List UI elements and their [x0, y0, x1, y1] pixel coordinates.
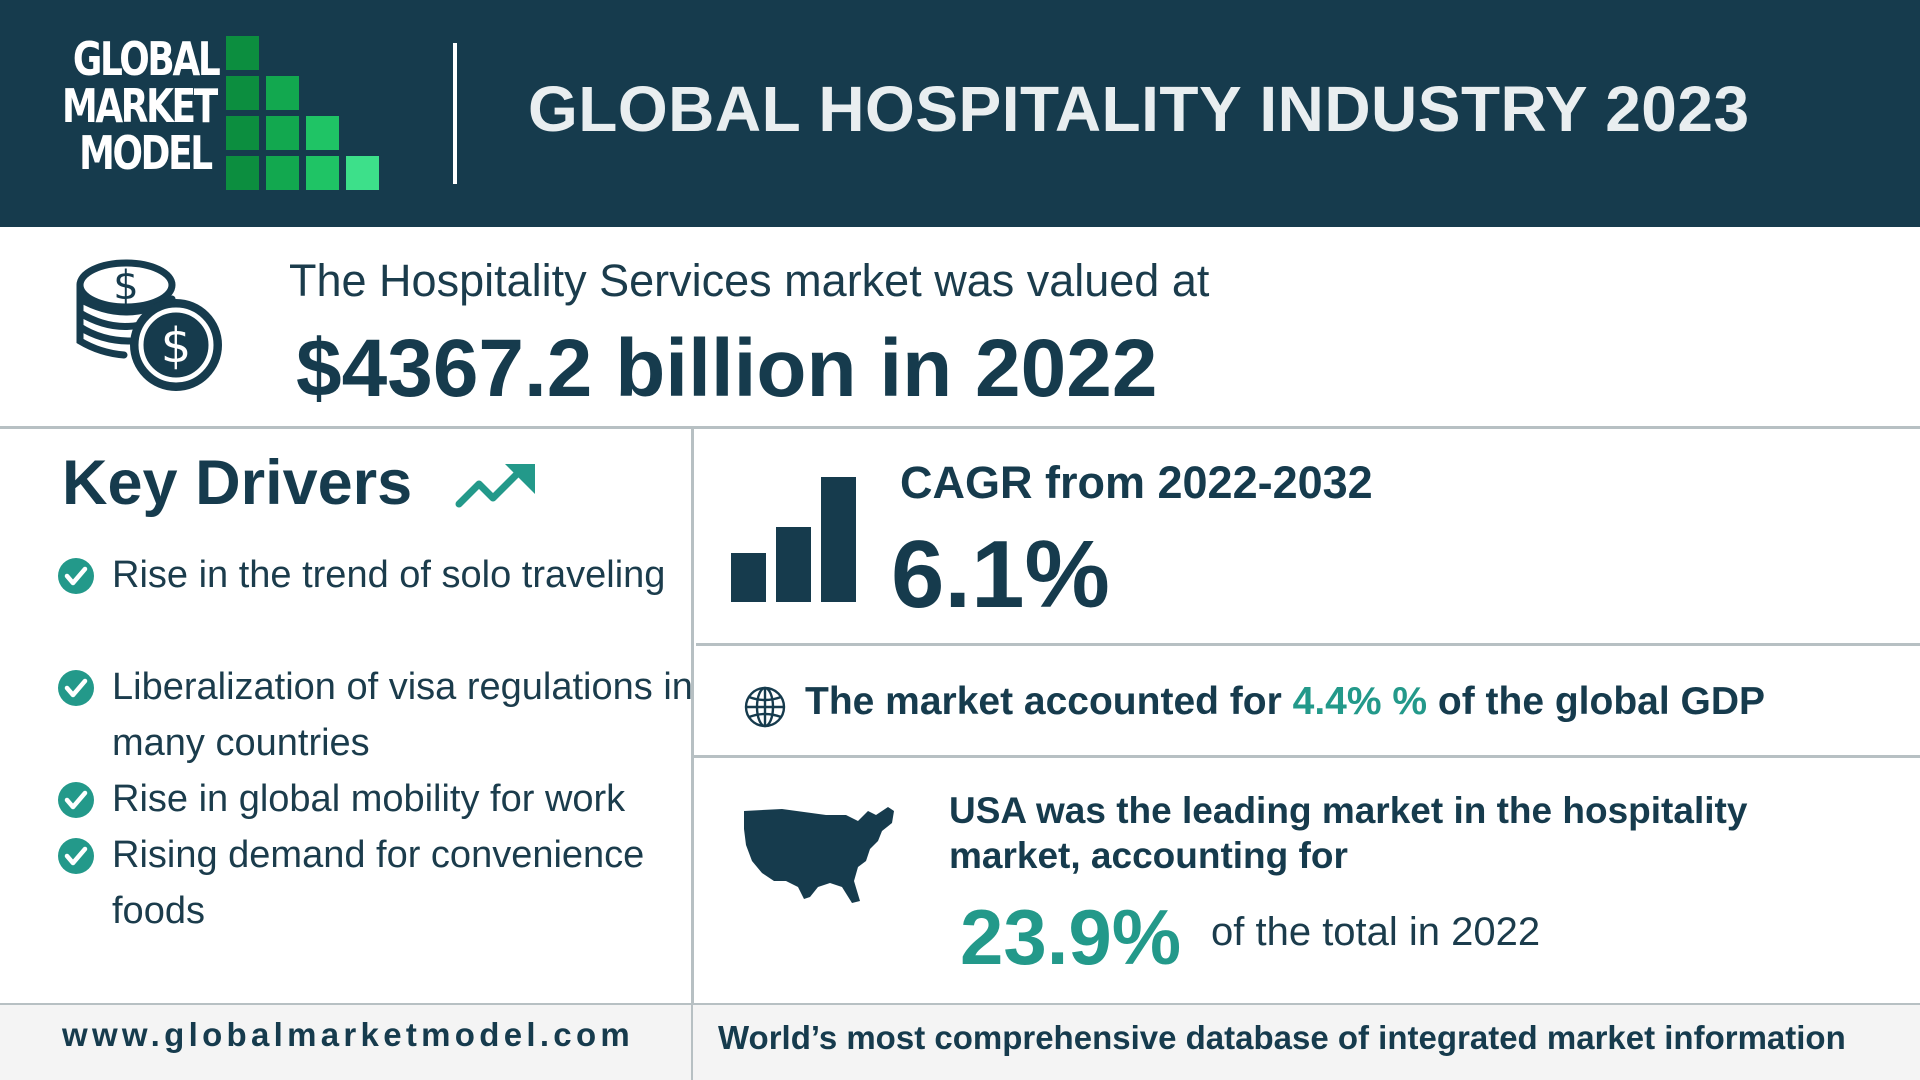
- logo-wordmark: GLOBAL MARKET MODEL: [62, 36, 221, 177]
- globe-icon: [744, 686, 786, 728]
- market-value-headline: $4367.2 billion in 2022: [296, 323, 1158, 414]
- usa-statement: USA was the leading market in the hospit…: [949, 790, 1748, 876]
- svg-text:$: $: [161, 318, 192, 374]
- driver-text: Rising demand for convenience foods: [112, 834, 645, 932]
- market-value-intro: The Hospitality Services market was valu…: [289, 255, 1210, 306]
- driver-text: Liberalization of visa regulations in ma…: [112, 666, 693, 764]
- logo-square: [346, 156, 379, 190]
- column-divider: [691, 427, 694, 1003]
- header-divider: [453, 43, 457, 184]
- check-circle-icon: [58, 670, 94, 706]
- svg-text:$: $: [113, 263, 138, 309]
- cagr-label: CAGR from 2022-2032: [900, 457, 1373, 508]
- key-drivers-title: Key Drivers: [62, 448, 413, 518]
- gdp-value: 4.4% %: [1292, 680, 1428, 723]
- usa-map-icon: [744, 807, 894, 903]
- usa-tail-text: of the total in 2022: [1211, 910, 1541, 954]
- logo-square: [226, 116, 259, 150]
- gdp-prefix: The market accounted for: [805, 680, 1282, 723]
- footer-website-link[interactable]: www.globalmarketmodel.com: [62, 1016, 635, 1053]
- bar-chart-icon: [731, 477, 856, 602]
- driver-text: Rise in global mobility for work: [112, 778, 626, 820]
- money-coins-icon: $ $: [76, 259, 222, 391]
- section-divider-cagr: [696, 643, 1920, 646]
- logo-square: [226, 76, 259, 110]
- logo-square: [266, 156, 299, 190]
- page-title: GLOBAL HOSPITALITY INDUSTRY 2023: [528, 73, 1750, 145]
- footer-divider: [691, 1003, 693, 1080]
- section-divider-top: [0, 426, 1920, 429]
- driver-text: Rise in the trend of solo traveling: [112, 554, 666, 596]
- logo-line-2: MARKET: [62, 79, 218, 133]
- cagr-value: 6.1%: [891, 521, 1110, 628]
- section-divider-gdp: [694, 755, 1920, 758]
- logo-square: [306, 116, 339, 150]
- logo-line-1: GLOBAL: [72, 32, 221, 86]
- logo-square: [226, 156, 259, 190]
- check-circle-icon: [58, 782, 94, 818]
- usa-percent: 23.9%: [960, 893, 1182, 981]
- check-circle-icon: [58, 558, 94, 594]
- logo-line-3: MODEL: [79, 126, 213, 180]
- footer-tagline: World’s most comprehensive database of i…: [718, 1019, 1846, 1056]
- logo-square: [266, 116, 299, 150]
- gdp-suffix: of the global GDP: [1437, 680, 1766, 723]
- logo-square: [306, 156, 339, 190]
- logo-square: [266, 76, 299, 110]
- gdp-statement: The market accounted for 4.4% % of the g…: [805, 680, 1765, 724]
- footer-bar: [0, 1003, 1920, 1080]
- logo-square: [226, 36, 259, 70]
- check-circle-icon: [58, 838, 94, 874]
- trend-up-arrow-icon: [455, 464, 535, 508]
